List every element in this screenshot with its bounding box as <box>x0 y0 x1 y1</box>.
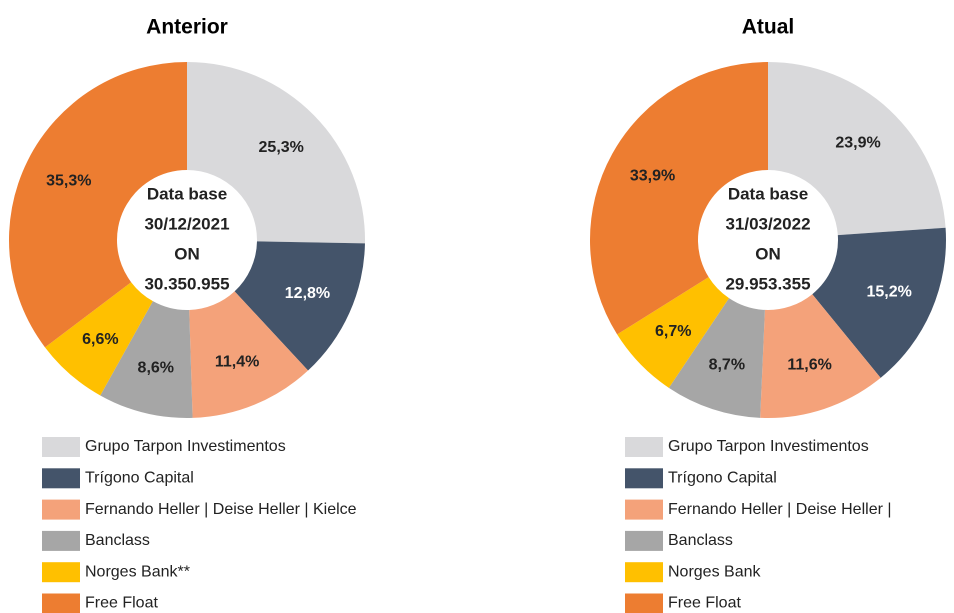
donut-slice <box>234 241 365 371</box>
slice-label: 23,9% <box>835 135 880 152</box>
legend-swatch <box>42 530 80 551</box>
donut-slice <box>100 301 193 418</box>
center-text: 29.953.355 <box>725 274 810 293</box>
chart-title: Anterior <box>146 16 228 39</box>
legend-swatch <box>625 499 663 520</box>
legend-swatch <box>42 499 80 520</box>
donut-slice <box>589 62 768 335</box>
legend-label: Grupo Tarpon Investimentos <box>668 438 869 455</box>
legend-label: Trígono Capital <box>668 470 777 487</box>
legend-label: Free Float <box>85 595 158 612</box>
center-text: 30/12/2021 <box>144 214 229 233</box>
legend-swatch <box>625 593 663 613</box>
slice-label: 8,7% <box>709 357 745 374</box>
donut-slice <box>768 62 946 236</box>
center-text: ON <box>174 244 200 263</box>
donut-slice <box>189 291 309 418</box>
legend-label: Norges Bank** <box>85 563 190 580</box>
legend-swatch <box>42 562 80 583</box>
legend-label: Fernando Heller | Deise Heller | <box>668 501 892 518</box>
donut-slice <box>8 62 187 348</box>
legend-swatch <box>625 437 663 457</box>
legend-swatch <box>625 468 663 489</box>
legend-swatch <box>42 593 80 613</box>
legend-swatch <box>42 468 80 489</box>
slice-label: 6,7% <box>655 323 691 340</box>
donut-slice <box>187 62 365 244</box>
chart-title: Atual <box>742 16 795 39</box>
legend-label: Free Float <box>668 595 741 612</box>
legend-swatch <box>625 562 663 583</box>
donut-slice <box>668 298 765 418</box>
legend-label: Banclass <box>85 532 150 549</box>
slice-label: 25,3% <box>259 139 304 156</box>
legend-label: Grupo Tarpon Investimentos <box>85 438 286 455</box>
legend-swatch <box>625 530 663 551</box>
slice-label: 6,6% <box>82 331 118 348</box>
slice-label: 35,3% <box>46 172 91 189</box>
slice-label: 8,6% <box>138 359 174 376</box>
donut-slice <box>617 277 730 388</box>
center-text: 30.350.955 <box>144 274 229 293</box>
donut-slice <box>812 227 946 378</box>
center-text: Data base <box>728 184 808 203</box>
center-text: Data base <box>147 184 227 203</box>
slice-label: 12,8% <box>285 285 330 302</box>
center-text: 31/03/2022 <box>725 214 810 233</box>
donut-slice <box>44 282 153 396</box>
slice-label: 15,2% <box>866 284 911 301</box>
center-text: ON <box>755 244 781 263</box>
slice-label: 33,9% <box>630 167 675 184</box>
legend-label: Norges Bank <box>668 563 761 580</box>
legend-swatch <box>42 437 80 457</box>
slice-label: 11,6% <box>787 356 831 373</box>
legend-label: Banclass <box>668 532 733 549</box>
legend-label: Fernando Heller | Deise Heller | Kielce <box>85 501 357 518</box>
slice-label: 11,4% <box>215 353 259 370</box>
legend-label: Trígono Capital <box>85 470 194 487</box>
donut-slice <box>760 294 881 418</box>
